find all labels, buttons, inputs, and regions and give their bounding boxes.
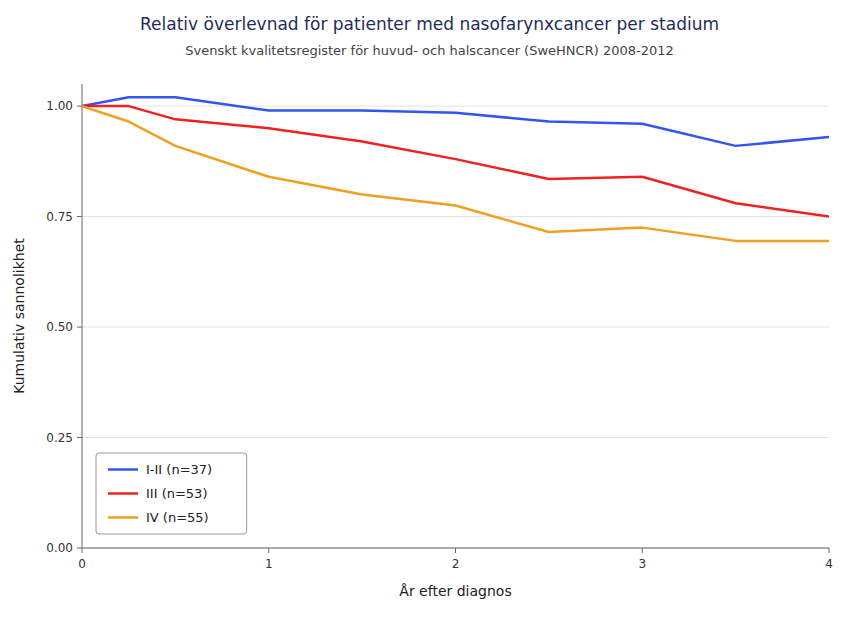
legend-label: IV (n=55) (146, 510, 209, 525)
x-tick-label: 4 (825, 557, 833, 571)
x-tick-label: 1 (265, 557, 273, 571)
lines (82, 97, 829, 241)
legend-label: III (n=53) (146, 486, 207, 501)
legend-swatch (108, 468, 138, 471)
y-tick-label: 1.00 (46, 99, 73, 113)
grid-line (82, 437, 829, 438)
title: Relativ överlevnad för patienter med nas… (140, 14, 719, 34)
grid-line (82, 106, 829, 107)
y-tick-label: 0.00 (46, 541, 73, 555)
x-tick (829, 548, 830, 553)
y-tick (77, 437, 82, 438)
y-tick-label: 0.25 (46, 431, 73, 445)
grid-line (82, 548, 829, 549)
x-tick (82, 548, 83, 553)
y-tick (77, 548, 82, 549)
series-line (82, 106, 829, 216)
legend-box (96, 453, 247, 534)
series-line (82, 106, 829, 241)
y-axis (82, 84, 83, 548)
x-tick-label: 3 (638, 557, 646, 571)
x-tick (642, 548, 643, 553)
x-axis (82, 548, 829, 549)
x-tick-label: 2 (452, 557, 460, 571)
y-tick (77, 106, 82, 107)
y-tick-label: 0.75 (46, 210, 73, 224)
grid (82, 106, 829, 548)
y-tick-label: 0.50 (46, 320, 73, 334)
y-tick (77, 216, 82, 217)
y-tick (77, 327, 82, 328)
legend: I-II (n=37) III (n=53) IV (n=55) (96, 453, 247, 534)
legend-label: I-II (n=37) (146, 462, 212, 477)
chart: Relativ överlevnad för patienter med nas… (0, 0, 859, 631)
y-axis-label: Kumulativ sannolikhet (11, 238, 27, 394)
grid-line (82, 216, 829, 217)
subtitle: Svenskt kvalitetsregister för huvud- och… (185, 43, 674, 58)
legend-swatch (108, 492, 138, 495)
grid-line (82, 327, 829, 328)
x-tick-label: 0 (78, 557, 86, 571)
x-tick (268, 548, 269, 553)
legend-swatch (108, 516, 138, 519)
x-axis-label: År efter diagnos (399, 583, 511, 599)
x-tick (455, 548, 456, 553)
